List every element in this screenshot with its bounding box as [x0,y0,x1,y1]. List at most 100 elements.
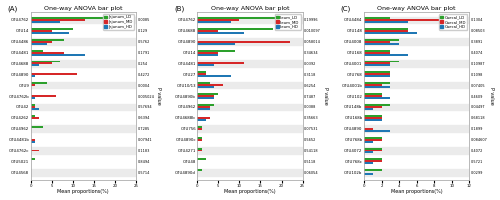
Bar [30,106,35,108]
Bar [30,19,86,21]
Bar [198,17,302,23]
Legend: Ileum_LD, Ileum_MD, Ileum_HD: Ileum_LD, Ileum_MD, Ileum_HD [274,14,300,30]
Bar [364,73,390,75]
Bar [364,115,382,117]
Bar [30,17,124,19]
Bar [198,21,231,23]
Bar [364,41,390,43]
Bar [198,84,222,86]
Bar [198,17,290,19]
Bar [364,54,408,56]
Bar [30,41,52,43]
Bar [364,173,372,175]
Bar [198,38,302,45]
Bar [364,137,382,139]
Bar [30,84,35,86]
Bar [30,141,35,143]
Bar [198,128,202,130]
Bar [30,126,44,128]
Bar [364,158,382,160]
Text: (C): (C) [341,6,351,12]
Bar [198,62,244,64]
Bar [198,104,302,110]
Bar [364,106,382,108]
Bar [364,104,390,106]
Bar [198,119,205,121]
Bar [364,117,382,119]
Bar [364,62,390,64]
Text: (A): (A) [8,6,18,12]
Bar [364,86,390,88]
Bar [30,30,52,32]
Bar [364,150,382,151]
Bar [364,82,390,84]
Bar [198,28,273,30]
Bar [30,117,39,119]
Bar [198,60,302,67]
Bar [364,128,372,130]
Bar [198,71,205,73]
Bar [364,82,469,88]
Y-axis label: P value: P value [323,87,328,105]
Bar [198,147,302,154]
Bar [364,108,372,110]
Bar [198,106,210,108]
Bar [364,64,390,66]
Bar [364,141,372,143]
Bar [198,169,202,171]
Bar [364,147,469,154]
Bar [364,162,372,164]
Bar [198,82,210,84]
Bar [30,17,136,23]
Bar [198,104,214,106]
Bar [364,93,382,95]
Bar [198,52,218,54]
Bar [198,137,202,139]
Bar [364,38,469,45]
Bar [364,148,382,150]
Bar [30,39,64,41]
Title: One-way ANOVA bar plot: One-way ANOVA bar plot [378,6,456,11]
Bar [30,158,35,160]
Bar [198,73,205,75]
Bar [364,43,399,45]
Bar [364,97,390,99]
Bar [30,61,60,62]
Bar [198,139,202,141]
Bar [30,60,136,67]
Bar [198,86,214,88]
Bar [30,62,52,64]
Legend: Jejunum_LD, Jejunum_MD, Jejunum_HD: Jejunum_LD, Jejunum_MD, Jejunum_HD [103,14,134,30]
Bar [364,61,399,62]
Bar [364,28,408,30]
Bar [198,93,218,95]
Bar [364,119,382,121]
Text: (B): (B) [174,6,184,12]
Bar [30,54,86,56]
Bar [30,82,48,84]
Bar [364,32,416,34]
Bar [364,84,382,86]
Bar [198,150,202,151]
Bar [30,73,77,75]
Bar [30,125,136,132]
Bar [30,95,56,97]
Title: One-way ANOVA bar plot: One-way ANOVA bar plot [44,6,122,11]
Bar [364,169,469,176]
Bar [198,64,214,66]
Bar [198,32,244,34]
Y-axis label: P value: P value [490,87,494,105]
Bar [364,139,382,141]
Bar [30,82,136,88]
Bar [364,151,372,153]
X-axis label: Mean proportions(%): Mean proportions(%) [391,189,442,194]
Bar [30,150,39,151]
Bar [364,52,390,54]
X-axis label: Mean proportions(%): Mean proportions(%) [224,189,276,194]
Legend: Caecal_LD, Caecal_MD, Caecal_HD: Caecal_LD, Caecal_MD, Caecal_HD [439,14,468,30]
Bar [198,148,202,150]
Bar [30,147,136,154]
Bar [198,169,302,176]
Bar [364,21,408,23]
Bar [198,41,290,43]
